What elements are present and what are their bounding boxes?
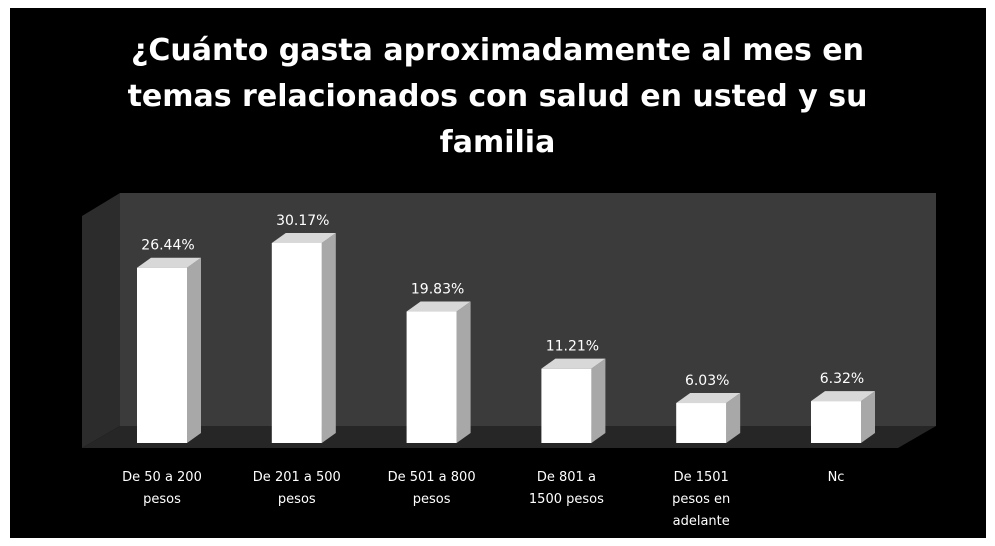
x-tick-label-box: De 1501 pesos en adelante bbox=[672, 470, 731, 529]
data-label: 30.17% bbox=[276, 213, 329, 229]
bar bbox=[676, 393, 741, 443]
side-wall bbox=[82, 193, 120, 448]
x-tick-label: De 201 a 500 pesos bbox=[252, 470, 341, 507]
bar-top bbox=[541, 358, 606, 369]
bar-side bbox=[591, 358, 606, 443]
x-tick-label: De 501 a 800 pesos bbox=[387, 470, 476, 507]
data-label: 11.21% bbox=[546, 339, 599, 355]
x-tick-label: Nc bbox=[827, 470, 845, 485]
bar-top bbox=[811, 391, 875, 402]
bar bbox=[137, 257, 201, 443]
x-tick-label-box: De 501 a 800 pesos bbox=[387, 470, 476, 507]
data-label: 6.32% bbox=[820, 371, 864, 387]
bar-front bbox=[811, 401, 861, 443]
floor bbox=[82, 426, 936, 448]
bar-top bbox=[137, 257, 201, 268]
bar-side bbox=[456, 301, 471, 443]
bar-front bbox=[137, 267, 187, 443]
x-tick-label-box: Nc bbox=[827, 470, 845, 485]
data-label: 26.44% bbox=[141, 238, 194, 254]
bar-side bbox=[187, 257, 201, 443]
x-tick-label: De 801 a 1500 pesos bbox=[528, 470, 604, 507]
bar bbox=[811, 391, 875, 443]
bar-front bbox=[406, 311, 457, 443]
bar-top bbox=[271, 232, 336, 243]
x-tick-label-box: De 201 a 500 pesos bbox=[252, 470, 341, 507]
bar bbox=[271, 232, 336, 443]
bar bbox=[406, 301, 471, 443]
bar-side bbox=[321, 232, 336, 443]
bar-front bbox=[541, 368, 592, 443]
bar-front bbox=[271, 242, 322, 443]
bar-top bbox=[406, 301, 471, 312]
bar-side bbox=[861, 391, 875, 443]
bar bbox=[541, 358, 606, 443]
back-wall bbox=[120, 193, 936, 426]
bar-front bbox=[676, 403, 727, 443]
bar-side bbox=[726, 393, 741, 443]
bar-top bbox=[676, 393, 741, 404]
title-box: ¿Cuánto gasta aproximadamente al mes en … bbox=[127, 33, 868, 160]
x-tick-label: De 50 a 200 pesos bbox=[122, 470, 202, 507]
x-tick-label-box: De 50 a 200 pesos bbox=[122, 470, 202, 507]
data-label: 19.83% bbox=[411, 282, 464, 298]
data-label: 6.03% bbox=[685, 373, 729, 389]
x-tick-label-box: De 801 a 1500 pesos bbox=[528, 470, 604, 507]
x-tick-label: De 1501 pesos en adelante bbox=[672, 470, 731, 529]
chart-title: ¿Cuánto gasta aproximadamente al mes en … bbox=[127, 33, 868, 160]
